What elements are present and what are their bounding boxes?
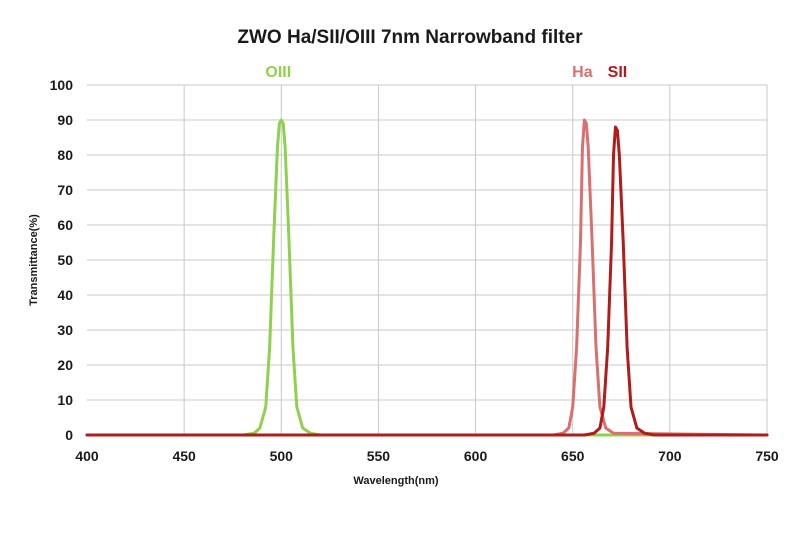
y-tick-label: 90 <box>57 112 73 128</box>
y-tick-label: 30 <box>57 322 73 338</box>
y-tick-label: 60 <box>57 217 73 233</box>
x-tick-label: 600 <box>464 448 488 464</box>
chart-title: ZWO Ha/SII/OIII 7nm Narrowband filter <box>237 27 583 48</box>
series-layer <box>85 118 769 437</box>
series-line-ha <box>85 118 769 437</box>
grid <box>87 84 768 436</box>
y-axis-label: Transmittance(%) <box>28 214 40 306</box>
series-label-sii: SII <box>608 64 628 81</box>
y-tick-label: 100 <box>50 77 74 93</box>
series-label-oiii: OIII <box>265 64 291 81</box>
series-line-oiii <box>85 118 769 437</box>
y-tick-label: 10 <box>57 392 73 408</box>
x-axis-label: Wavelength(nm) <box>353 475 438 487</box>
series-label-ha: Ha <box>572 64 593 81</box>
y-axis-ticks: 0 10 20 30 40 50 60 70 80 90 100 <box>50 77 74 443</box>
y-tick-label: 80 <box>57 147 73 163</box>
x-tick-label: 550 <box>367 448 391 464</box>
x-tick-label: 750 <box>755 448 779 464</box>
y-tick-label: 20 <box>57 357 73 373</box>
x-tick-label: 500 <box>270 448 294 464</box>
y-tick-label: 70 <box>57 182 73 198</box>
series-line-sii <box>85 125 769 437</box>
x-tick-label: 650 <box>561 448 585 464</box>
x-tick-label: 450 <box>172 448 196 464</box>
x-axis-ticks: 400 450 500 550 600 650 700 750 <box>75 448 779 464</box>
y-tick-label: 40 <box>57 287 73 303</box>
y-tick-label: 50 <box>57 252 73 268</box>
x-tick-label: 700 <box>658 448 682 464</box>
y-tick-label: 0 <box>65 427 73 443</box>
series-labels: OIII Ha SII <box>265 64 627 81</box>
x-tick-label: 400 <box>75 448 99 464</box>
